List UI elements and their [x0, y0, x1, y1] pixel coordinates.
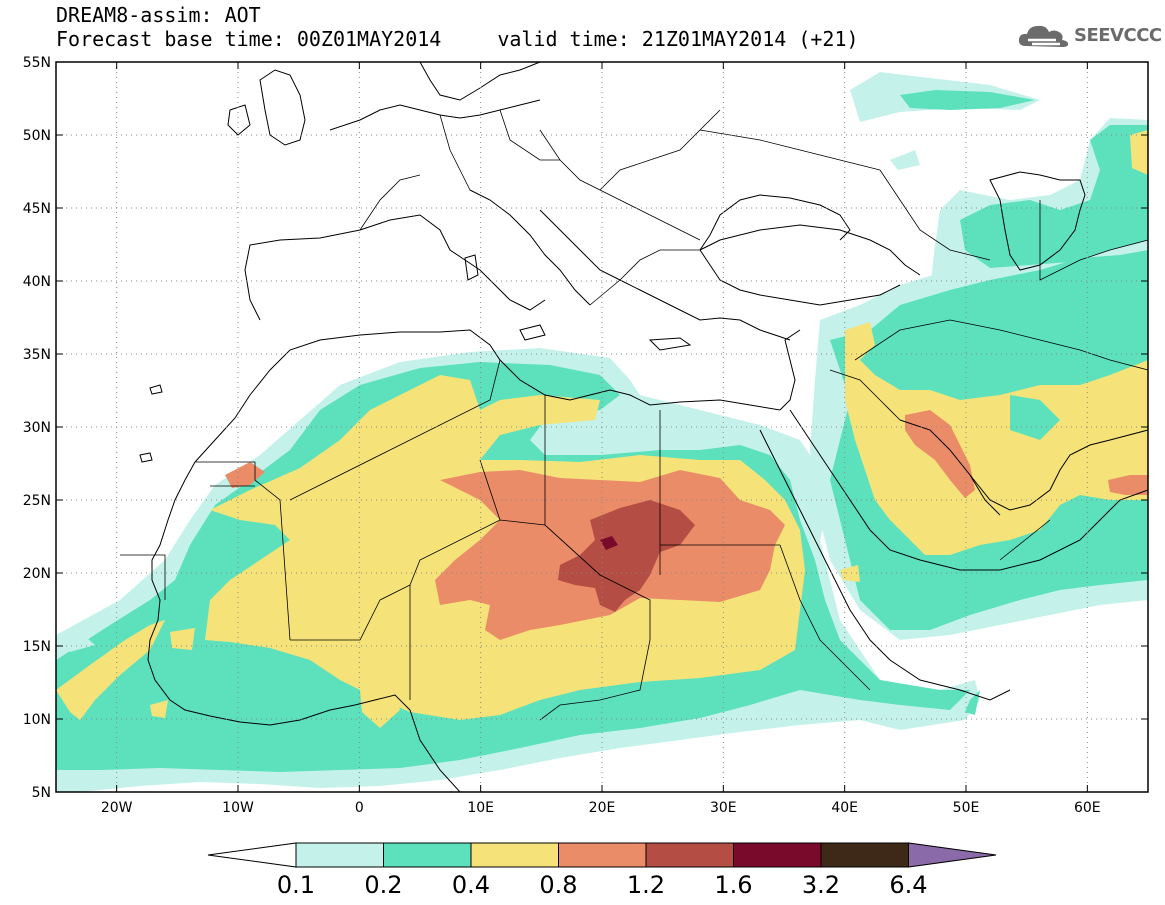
- colorbar-segment: [383, 842, 472, 868]
- map-title: DREAM8-assim: AOT: [56, 3, 261, 27]
- aot-band-1.6: [600, 536, 618, 550]
- colorbar-label: 3.2: [802, 871, 840, 899]
- x-tick-label: 0: [355, 800, 364, 816]
- colorbar-label: 0.1: [277, 871, 315, 899]
- y-tick-label: 35N: [23, 347, 51, 363]
- colorbar-segment: [558, 842, 647, 868]
- colorbar-label: 6.4: [889, 871, 927, 899]
- y-tick-label: 40N: [23, 274, 51, 290]
- y-axis-labels: 55N 50N 45N 40N 35N 30N 25N 20N 15N 10N 5N: [23, 55, 51, 801]
- base-time-label: Forecast base time: 00Z01MAY2014: [56, 27, 442, 51]
- y-tick-label: 30N: [23, 420, 51, 436]
- coastlines: [139, 62, 1148, 792]
- colorbar-under-arrow: [207, 842, 297, 868]
- aot-contours: [56, 72, 1148, 792]
- x-tick-label: 30E: [710, 800, 737, 816]
- colorbar-segment: [820, 842, 909, 868]
- x-axis-labels: 20W 10W 0 10E 20E 30E 40E 50E 60E: [101, 800, 1101, 816]
- colorbar-label: 0.2: [364, 871, 402, 899]
- y-tick-label: 10N: [23, 712, 51, 728]
- y-tick-label: 50N: [23, 128, 51, 144]
- y-tick-label: 45N: [23, 201, 51, 217]
- colorbar-segment: [733, 842, 822, 868]
- colorbar-label: 1.2: [627, 871, 665, 899]
- x-tick-label: 10W: [222, 800, 254, 816]
- x-tick-label: 20E: [589, 800, 616, 816]
- colorbar-label: 1.6: [714, 871, 752, 899]
- colorbar-segment: [645, 842, 734, 868]
- colorbar-over-arrow: [908, 842, 997, 868]
- x-tick-label: 10E: [467, 800, 494, 816]
- colorbar-segment: [470, 842, 559, 868]
- logo-text: SEEVCCC: [1074, 24, 1162, 46]
- y-tick-label: 25N: [23, 493, 51, 509]
- colorbar-label: 0.8: [539, 871, 577, 899]
- aot-band-1.2: [558, 500, 695, 612]
- x-tick-label: 40E: [831, 800, 858, 816]
- colorbar-segment: [295, 842, 384, 868]
- x-tick-label: 60E: [1074, 800, 1101, 816]
- y-tick-label: 15N: [23, 639, 51, 655]
- colorbar-label: 0.4: [452, 871, 490, 899]
- valid-time-label: valid time: 21Z01MAY2014 (+21): [497, 27, 859, 51]
- y-tick-label: 20N: [23, 566, 51, 582]
- y-tick-label: 5N: [32, 785, 51, 801]
- colorbar: 0.1 0.2 0.4 0.8 1.2 1.6 3.2 6.4: [207, 842, 997, 899]
- time-info: Forecast base time: 00Z01MAY2014 valid ti…: [56, 28, 859, 50]
- country-borders: [120, 109, 1148, 721]
- cloud-icon: [1018, 25, 1069, 47]
- x-tick-label: 50E: [953, 800, 980, 816]
- x-tick-label: 20W: [101, 800, 133, 816]
- axis-ticks: [56, 61, 1148, 793]
- seevccc-logo: SEEVCCC: [1016, 20, 1162, 50]
- y-tick-label: 55N: [23, 55, 51, 71]
